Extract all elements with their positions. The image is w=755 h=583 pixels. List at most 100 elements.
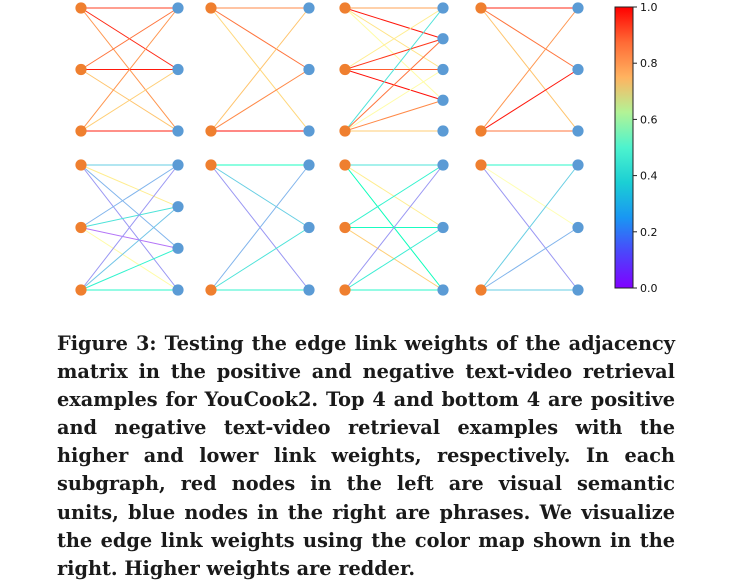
- phrase-node: [437, 94, 449, 106]
- edge-link: [344, 164, 444, 228]
- edge-link: [480, 164, 579, 228]
- phrase-node: [437, 284, 449, 296]
- visual-unit-node: [205, 125, 217, 137]
- edge-link: [80, 227, 179, 291]
- edge-link: [344, 99, 444, 132]
- edge-link: [210, 7, 310, 70]
- phrase-node: [572, 63, 584, 76]
- edge-link: [210, 69, 310, 132]
- visual-unit-node: [339, 63, 351, 76]
- phrase-node: [572, 2, 584, 14]
- phrase-node: [437, 63, 449, 76]
- subgraph-positive: [339, 2, 449, 137]
- edge-link: [80, 227, 179, 249]
- phrase-node: [303, 284, 315, 296]
- phrase-node: [572, 159, 584, 171]
- phrase-node: [303, 2, 315, 14]
- colorbar: 0.0 0.2 0.4 0.6 0.8 1.0: [614, 1, 658, 295]
- phrase-node: [303, 221, 315, 234]
- phrase-node: [572, 284, 584, 296]
- visual-unit-node: [75, 284, 87, 296]
- edge-link: [480, 164, 579, 291]
- phrase-node: [437, 33, 449, 45]
- phrase-node: [172, 2, 184, 14]
- edge-link: [210, 227, 310, 291]
- phrase-node: [437, 221, 449, 234]
- edge-link: [480, 7, 579, 70]
- visual-unit-node: [205, 2, 217, 14]
- visual-unit-node: [205, 284, 217, 296]
- subgraph-negative: [205, 159, 315, 296]
- edge-link: [80, 206, 179, 228]
- phrase-node: [437, 125, 449, 137]
- visual-unit-node: [475, 284, 487, 296]
- edge-link: [210, 7, 310, 132]
- edge-link: [210, 164, 310, 291]
- subgraph-negative: [339, 159, 449, 296]
- subgraph-positive: [75, 2, 184, 137]
- visual-unit-node: [75, 63, 87, 76]
- colorbar-tick-label: 1.0: [640, 1, 658, 14]
- visual-unit-node: [339, 159, 351, 171]
- phrase-node: [437, 159, 449, 171]
- phrase-node: [572, 125, 584, 137]
- bipartite-graph-figure: 0.0 0.2 0.4 0.6 0.8 1.0: [75, 1, 658, 296]
- visual-unit-node: [475, 159, 487, 171]
- phrase-node: [172, 63, 184, 76]
- visual-unit-node: [475, 2, 487, 14]
- edge-link: [80, 7, 179, 132]
- edge-link: [344, 69, 444, 132]
- phrase-node: [172, 284, 184, 296]
- edge-link: [80, 247, 179, 291]
- phrase-node: [172, 125, 184, 137]
- visual-unit-node: [339, 284, 351, 296]
- phrase-node: [303, 159, 315, 171]
- subgraph-negative: [75, 159, 184, 296]
- edge-link: [344, 7, 444, 40]
- subgraph-positive: [205, 2, 315, 137]
- edge-link: [210, 164, 310, 228]
- visual-unit-node: [75, 159, 87, 171]
- visual-unit-node: [205, 159, 217, 171]
- subgraph-negative: [475, 159, 584, 296]
- edge-link: [80, 164, 179, 291]
- phrase-node: [572, 221, 584, 234]
- edge-link: [480, 69, 579, 132]
- phrase-node: [172, 159, 184, 171]
- edge-link: [344, 7, 444, 70]
- edge-link: [80, 164, 179, 249]
- visual-unit-node: [339, 125, 351, 137]
- phrase-node: [303, 63, 315, 76]
- visual-unit-node: [475, 125, 487, 137]
- edge-link: [80, 69, 179, 132]
- figure-caption: Figure 3: Testing the edge link weights …: [57, 332, 675, 580]
- colorbar-tick-label: 0.0: [640, 282, 658, 295]
- subgraph-positive: [475, 2, 584, 137]
- phrase-node: [172, 242, 184, 254]
- edge-link: [480, 227, 579, 291]
- visual-unit-node: [339, 2, 351, 14]
- phrase-node: [437, 2, 449, 14]
- edge-link: [80, 164, 179, 228]
- colorbar-gradient: [614, 6, 634, 289]
- phrase-node: [172, 201, 184, 213]
- visual-unit-node: [75, 2, 87, 14]
- edge-link: [344, 164, 444, 291]
- visual-unit-node: [75, 125, 87, 137]
- colorbar-tick-label: 0.4: [640, 170, 658, 183]
- colorbar-tick-label: 0.6: [640, 113, 658, 126]
- edge-link: [344, 227, 444, 291]
- subgraphs-group: [75, 2, 584, 296]
- edge-link: [344, 38, 444, 70]
- edge-link: [480, 7, 579, 132]
- edge-link: [80, 206, 179, 291]
- colorbar-ticks: 0.0 0.2 0.4 0.6 0.8 1.0: [633, 1, 658, 295]
- visual-unit-node: [75, 221, 87, 234]
- edge-link: [80, 7, 179, 70]
- edge-link: [344, 7, 444, 132]
- colorbar-tick-label: 0.2: [640, 226, 658, 239]
- edge-link: [80, 164, 179, 208]
- phrase-node: [303, 125, 315, 137]
- visual-unit-node: [339, 221, 351, 234]
- edge-link: [344, 38, 444, 132]
